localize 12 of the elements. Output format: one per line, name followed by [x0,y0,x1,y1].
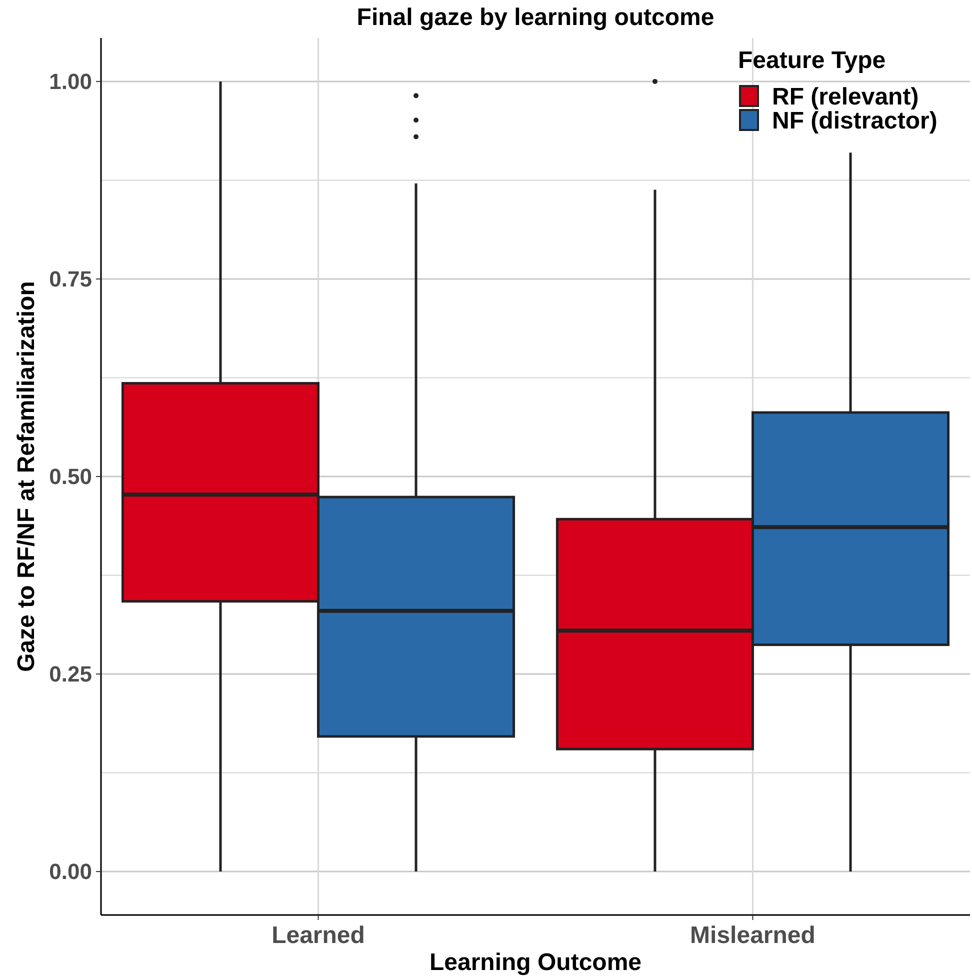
y-tick-label: 1.00 [49,69,92,94]
chart-title: Final gaze by learning outcome [356,4,714,31]
x-tick-label: Mislearned [690,922,816,949]
legend-title: Feature Type [738,47,886,74]
x-axis-title: Learning Outcome [429,949,642,976]
y-tick-label: 0.50 [49,464,92,490]
y-tick-label: 0.25 [49,662,92,687]
y-axis-title: Gaze to RF/NF at Refamiliarization [13,281,40,672]
legend-label: RF (relevant) [772,83,919,110]
y-tick-label: 0.75 [49,266,92,292]
y-tick-label: 0.00 [49,859,92,884]
x-tick-label: Learned [272,922,365,949]
